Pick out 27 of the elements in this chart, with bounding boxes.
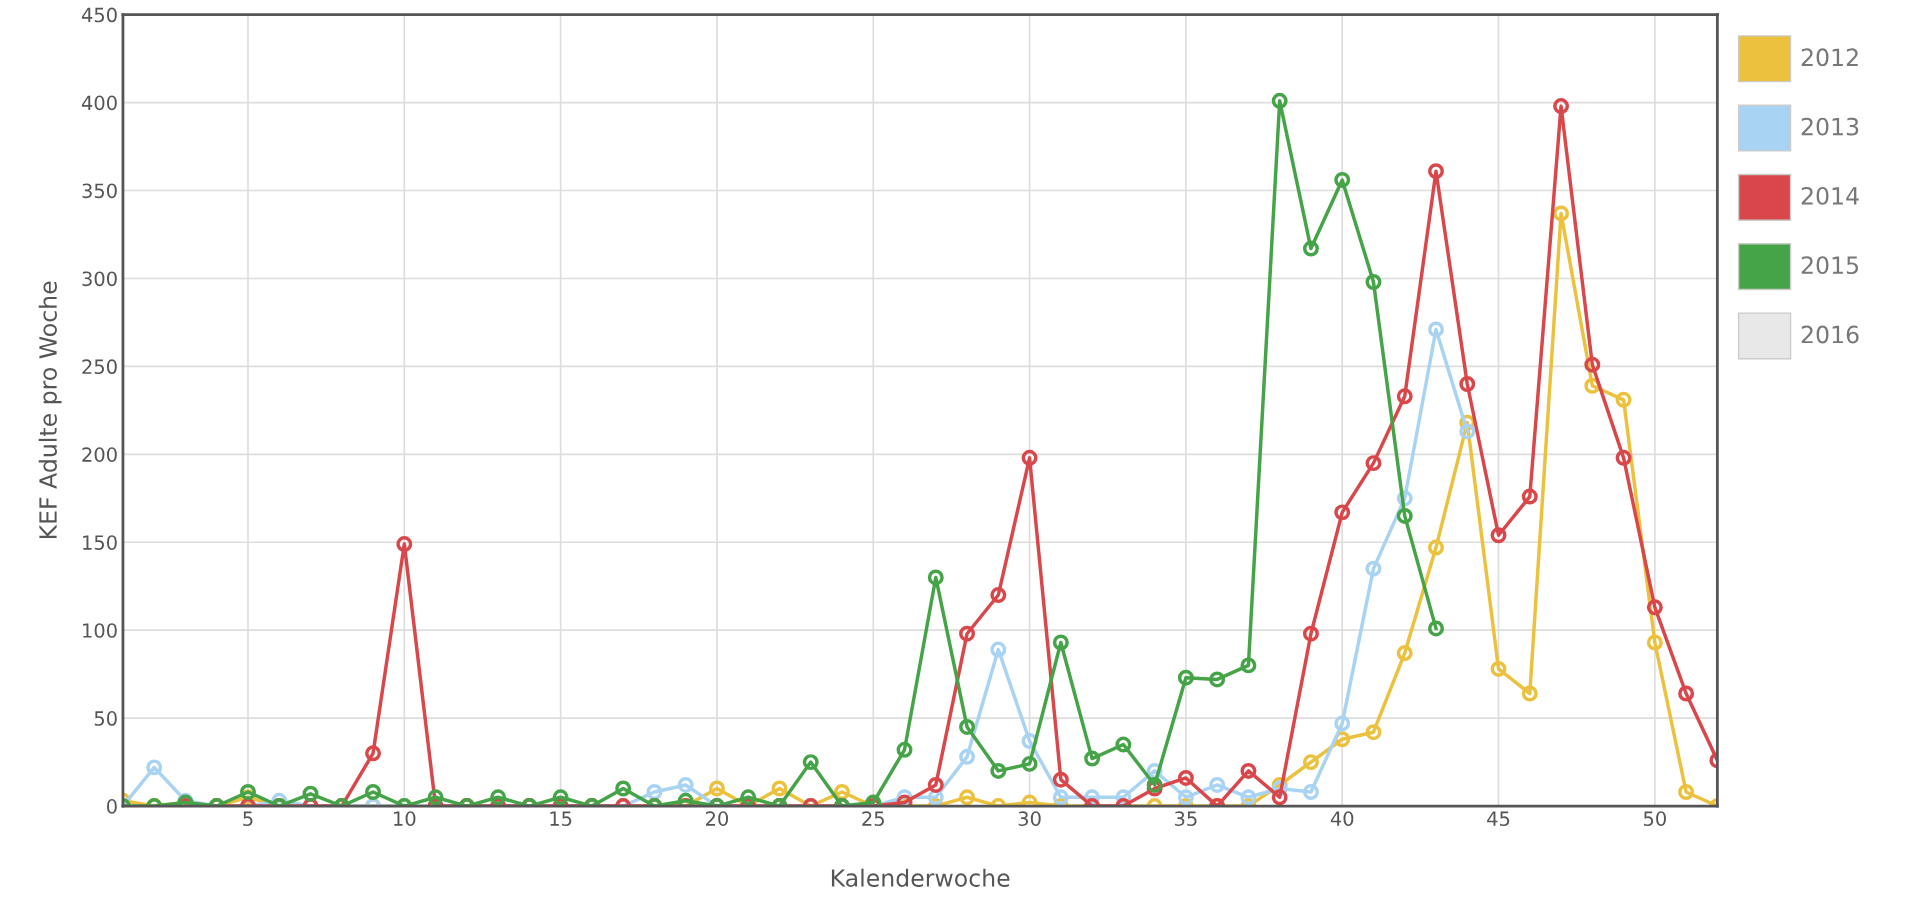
y-tick-label: 150 xyxy=(83,535,117,550)
legend-label: 2012 xyxy=(1801,48,1858,67)
y-tick-label: 0 xyxy=(106,799,117,814)
x-tick-label: 10 xyxy=(394,811,416,826)
x-tick-label: 20 xyxy=(706,811,729,826)
x-tick-label: 40 xyxy=(1330,811,1354,826)
x-tick-label: 45 xyxy=(1487,811,1510,826)
y-tick-label: 400 xyxy=(81,95,117,111)
x-tick-label: 15 xyxy=(550,811,572,826)
y-tick-label: 450 xyxy=(81,7,117,23)
x-tick-label: 5 xyxy=(243,811,253,826)
legend-label: 2015 xyxy=(1801,256,1859,275)
x-tick-label: 30 xyxy=(1018,811,1041,826)
y-tick-label: 250 xyxy=(82,359,117,375)
y-tick-label: 300 xyxy=(82,271,117,287)
legend-label: 2014 xyxy=(1801,186,1859,205)
x-axis-title: Kalenderwoche xyxy=(831,868,1010,887)
legend-label: 2013 xyxy=(1801,117,1859,136)
x-tick-label: 35 xyxy=(1175,811,1197,826)
y-tick-label: 200 xyxy=(82,447,117,462)
y-tick-label: 350 xyxy=(82,183,117,199)
x-tick-label: 50 xyxy=(1643,811,1666,826)
y-tick-label: 50 xyxy=(94,711,117,726)
x-tick-label: 25 xyxy=(862,811,884,826)
y-axis-title: KEF Adulte pro Woche xyxy=(38,281,62,539)
y-tick-label: 100 xyxy=(83,623,117,638)
legend-label: 2016 xyxy=(1801,325,1859,344)
